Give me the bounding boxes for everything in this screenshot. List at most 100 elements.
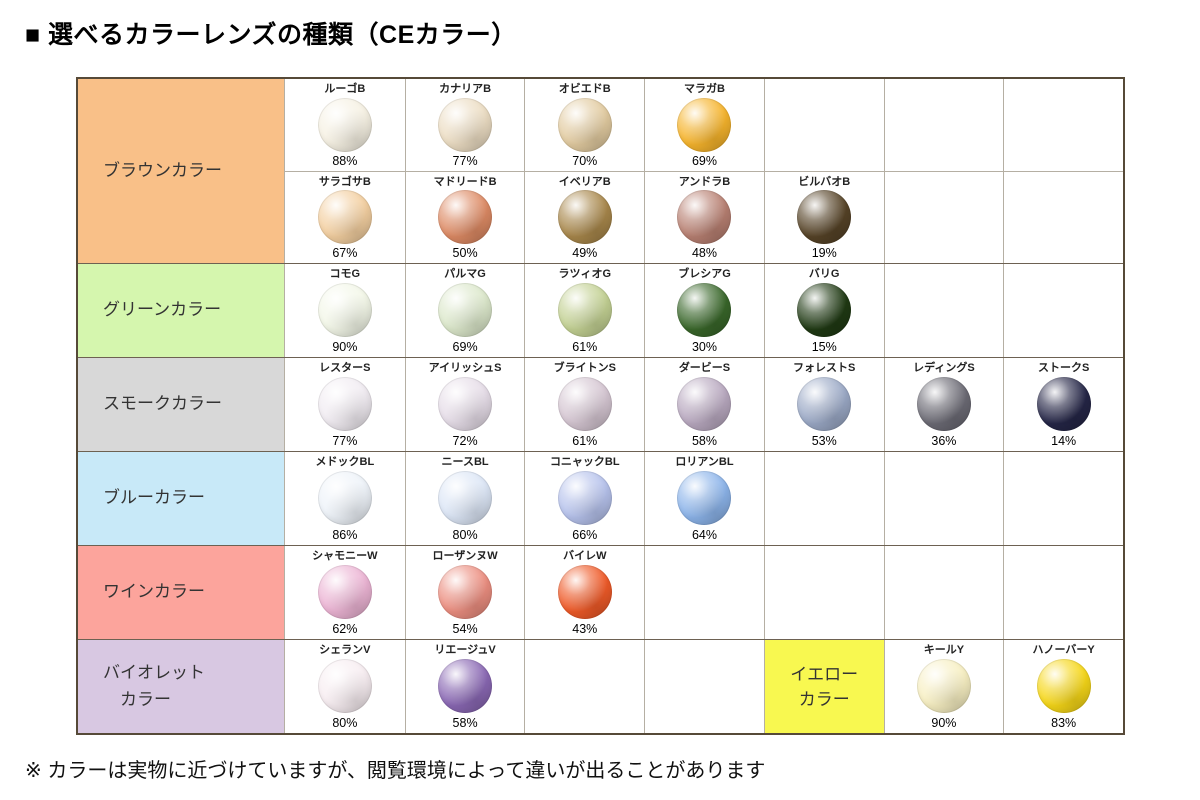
- lens-swatch: [677, 471, 732, 526]
- lens-swatch: [1036, 659, 1091, 714]
- lens-transmittance: 86%: [332, 528, 358, 542]
- lens-transmittance: 70%: [572, 154, 598, 168]
- lens-name: コモG: [329, 268, 361, 280]
- lens-transmittance: 66%: [572, 528, 598, 542]
- lens-swatch: [1036, 377, 1091, 432]
- lens-transmittance: 69%: [452, 340, 478, 354]
- empty-cell: [763, 79, 884, 171]
- lens-cell: ラツィオG 61%: [524, 264, 644, 357]
- row-body: コモG 90% パルマG 69% ラツィオG 61% ブレシアG 30% バリG 15%: [284, 264, 1123, 357]
- lens-swatch: [797, 190, 852, 245]
- lens-transmittance: 69%: [691, 154, 717, 168]
- lens-swatch: [317, 565, 372, 620]
- lens-swatch: [438, 659, 493, 714]
- lens-swatch: [317, 377, 372, 432]
- lens-name: シェランV: [319, 644, 371, 656]
- lens-transmittance: 43%: [572, 622, 598, 636]
- lens-swatch: [438, 283, 493, 338]
- lens-cell: キールY 90%: [883, 640, 1004, 733]
- lens-name: フォレストS: [793, 362, 856, 374]
- lens-swatch: [438, 97, 493, 152]
- lens-transmittance: 53%: [811, 434, 837, 448]
- lens-cell: パルマG 69%: [404, 264, 525, 357]
- row-body: レスターS 77% アイリッシュS 72% ブライトンS 61% ダービーS 58% フォレスト…: [284, 358, 1123, 451]
- lens-name: ローザンヌW: [432, 550, 498, 562]
- lens-transmittance: 49%: [572, 246, 598, 260]
- lens-swatch: [916, 659, 971, 714]
- lens-transmittance: 15%: [811, 340, 837, 354]
- lens-name: レディングS: [913, 362, 975, 374]
- lens-name: カナリアB: [439, 83, 492, 95]
- lens-swatch: [557, 190, 612, 245]
- lens-name: ストークS: [1037, 362, 1090, 374]
- row-label: ワインカラー: [78, 546, 284, 639]
- lens-name: イベリアB: [558, 176, 611, 188]
- lens-swatch: [557, 471, 612, 526]
- empty-cell: [883, 264, 1004, 357]
- table-row: ブルーカラー メドックBL 86% ニースBL 80% コニャックBL 66% ロリアンBL 6…: [78, 451, 1123, 545]
- lens-name: リエージュV: [434, 644, 496, 656]
- row-label: グリーンカラー: [78, 264, 284, 357]
- cell-grid: コモG 90% パルマG 69% ラツィオG 61% ブレシアG 30% バリG 15%: [285, 264, 1123, 357]
- lens-swatch: [557, 377, 612, 432]
- row-label: ブルーカラー: [78, 452, 284, 545]
- lens-transmittance: 62%: [332, 622, 358, 636]
- lens-name: ブライトンS: [553, 362, 616, 374]
- yellow-group-label: イエロー カラー: [763, 640, 884, 733]
- lens-cell: ダービーS 58%: [644, 358, 764, 451]
- lens-table: ブラウンカラー ルーゴB 88% カナリアB 77% オビエドB 70% マラガB 69% サラゴ…: [76, 77, 1125, 735]
- lens-name: アンドラB: [678, 176, 731, 188]
- lens-cell: サラゴサB 67%: [285, 172, 405, 263]
- lens-swatch: [797, 283, 852, 338]
- lens-transmittance: 88%: [332, 154, 358, 168]
- cell-grid: メドックBL 86% ニースBL 80% コニャックBL 66% ロリアンBL 64%: [285, 452, 1123, 545]
- lens-cell: アイリッシュS 72%: [404, 358, 525, 451]
- lens-name: ビルバオB: [798, 176, 851, 188]
- lens-name: マラガB: [684, 83, 725, 95]
- lens-cell: フォレストS 53%: [763, 358, 884, 451]
- empty-cell: [883, 79, 1004, 171]
- lens-cell: バリG 15%: [763, 264, 884, 357]
- lens-swatch: [557, 97, 612, 152]
- lens-transmittance: 67%: [332, 246, 358, 260]
- empty-cell: [763, 546, 884, 639]
- lens-swatch: [317, 283, 372, 338]
- lens-swatch: [557, 565, 612, 620]
- lens-cell: アンドラB 48%: [644, 172, 764, 263]
- lens-name: バイレW: [563, 550, 607, 562]
- lens-transmittance: 90%: [332, 340, 358, 354]
- cell-grid: レスターS 77% アイリッシュS 72% ブライトンS 61% ダービーS 58% フォレスト…: [285, 358, 1123, 451]
- lens-cell: オビエドB 70%: [524, 79, 644, 171]
- table-row: バイオレット カラー シェランV 80% リエージュV 58% イエロー カラー キールY 9…: [78, 639, 1123, 733]
- lens-swatch: [677, 190, 732, 245]
- lens-transmittance: 64%: [691, 528, 717, 542]
- lens-transmittance: 54%: [452, 622, 478, 636]
- page-title: ■ 選べるカラーレンズの種類（CEカラー）: [25, 21, 517, 49]
- table-row: グリーンカラー コモG 90% パルマG 69% ラツィオG 61% ブレシアG 30% バリG 1…: [78, 263, 1123, 357]
- lens-name: オビエドB: [558, 83, 611, 95]
- table-row: ワインカラー シャモニーW 62% ローザンヌW 54% バイレW 43%: [78, 545, 1123, 639]
- cell-grid: ルーゴB 88% カナリアB 77% オビエドB 70% マラガB 69%: [285, 79, 1123, 171]
- empty-cell: [644, 546, 764, 639]
- empty-cell: [1003, 546, 1123, 639]
- lens-name: ロリアンBL: [675, 456, 734, 468]
- lens-transmittance: 14%: [1051, 434, 1077, 448]
- lens-transmittance: 30%: [691, 340, 717, 354]
- lens-transmittance: 77%: [452, 154, 478, 168]
- lens-cell: ルーゴB 88%: [285, 79, 405, 171]
- lens-transmittance: 80%: [332, 716, 358, 730]
- lens-name: ラツィオG: [558, 268, 612, 280]
- lens-transmittance: 90%: [931, 716, 957, 730]
- lens-swatch: [438, 377, 493, 432]
- lens-name: ブレシアG: [678, 268, 731, 280]
- lens-swatch: [677, 97, 732, 152]
- lens-cell: イベリアB 49%: [524, 172, 644, 263]
- lens-cell: レディングS 36%: [883, 358, 1004, 451]
- lens-swatch: [317, 97, 372, 152]
- table-row: スモークカラー レスターS 77% アイリッシュS 72% ブライトンS 61% ダービーS 5…: [78, 357, 1123, 451]
- lens-transmittance: 80%: [452, 528, 478, 542]
- cell-grid: シェランV 80% リエージュV 58% イエロー カラー キールY 90% ハノーバーY 83…: [285, 640, 1123, 733]
- empty-cell: [763, 452, 884, 545]
- lens-cell: リエージュV 58%: [404, 640, 525, 733]
- lens-transmittance: 77%: [332, 434, 358, 448]
